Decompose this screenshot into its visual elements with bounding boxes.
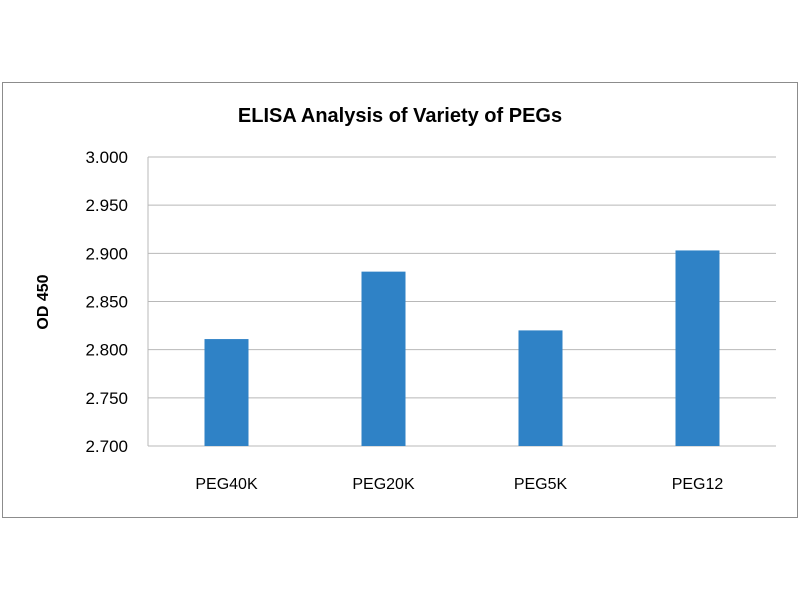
bar-peg5k (518, 330, 563, 446)
y-axis-label: OD 450 (35, 274, 52, 329)
bar-peg40k (204, 339, 249, 446)
y-tick-label: 2.950 (85, 196, 128, 215)
y-tick-label: 2.750 (85, 389, 128, 408)
bars (204, 250, 720, 446)
y-tick-label: 2.800 (85, 341, 128, 360)
x-category-label: PEG40K (195, 476, 258, 493)
x-category-label: PEG12 (672, 476, 724, 493)
x-category-label: PEG20K (352, 476, 415, 493)
y-tick-label: 3.000 (85, 148, 128, 167)
y-tick-label: 2.900 (85, 244, 128, 263)
y-tick-label: 2.700 (85, 437, 128, 456)
y-tick-labels: 2.700 2.750 2.800 2.850 2.900 2.950 3.000 (85, 148, 128, 456)
bar-peg20k (361, 271, 406, 446)
x-category-label: PEG5K (514, 476, 568, 493)
bar-peg12 (675, 250, 720, 446)
x-category-labels: PEG40K PEG20K PEG5K PEG12 (195, 476, 723, 493)
gridlines (147, 156, 776, 447)
y-tick-label: 2.850 (85, 293, 128, 312)
chart-title: ELISA Analysis of Variety of PEGs (238, 105, 562, 127)
